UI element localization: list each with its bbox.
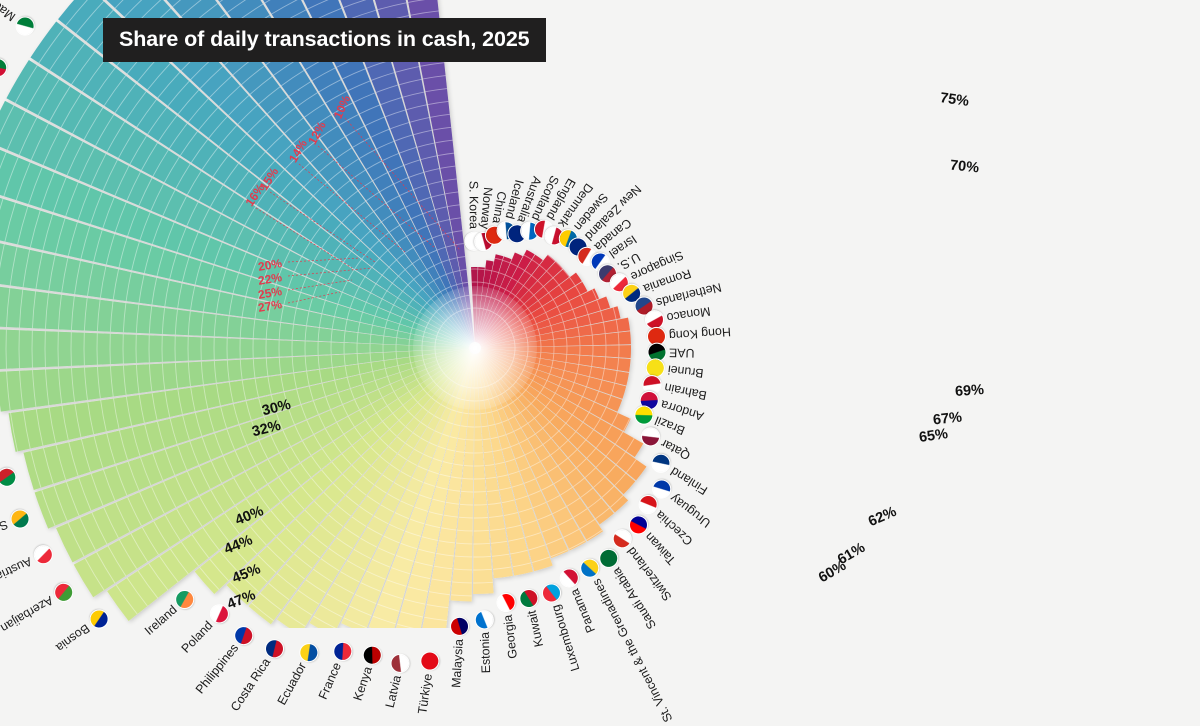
country-name: Costa Rica xyxy=(228,655,273,713)
country-label-latvia: Latvia xyxy=(381,653,410,710)
center-glow xyxy=(413,286,537,410)
wedge-rib xyxy=(409,351,410,356)
wedge-layer xyxy=(0,0,647,628)
country-label-estonia: Estonia xyxy=(475,611,494,674)
percent-callout: 69% xyxy=(954,382,984,400)
country-name: UAE xyxy=(669,346,695,361)
country-name: Kenya xyxy=(351,665,375,703)
wedge-rib xyxy=(566,338,567,346)
flag-icon-lv xyxy=(390,653,410,673)
flag-icon-my xyxy=(451,618,469,636)
flag-icon-fr xyxy=(331,641,353,663)
country-label-kenya: Kenya xyxy=(349,645,383,704)
country-label-t-rkiye: Türkiye xyxy=(414,652,440,715)
page-title: Share of daily transactions in cash, 202… xyxy=(103,18,546,62)
country-name: Latvia xyxy=(383,674,404,709)
wedge-rib xyxy=(579,337,580,346)
percent-callout: 67% xyxy=(932,410,963,429)
country-name: Hong Kong xyxy=(668,324,731,342)
country-name: Ecuador xyxy=(275,660,309,707)
percent-callout: 70% xyxy=(949,158,980,177)
country-name: France xyxy=(316,661,344,702)
wedge-rib xyxy=(396,338,397,345)
country-name: Estonia xyxy=(478,632,493,674)
wedge-rib xyxy=(474,530,489,531)
flag-icon-cr xyxy=(262,637,286,661)
country-name: Brunei xyxy=(667,363,704,381)
country-label-france: France xyxy=(314,641,353,702)
wedge-rib xyxy=(464,465,474,466)
flag-icon-ke xyxy=(362,645,384,667)
flag-icon-ec xyxy=(297,641,320,664)
country-name: Türkiye xyxy=(415,673,435,715)
flag-icon-hk xyxy=(647,327,665,345)
wedge-rib xyxy=(478,269,485,270)
flag-icon-ge xyxy=(497,593,516,612)
flag-icon-kw xyxy=(519,589,539,609)
country-label-malaysia: Malaysia xyxy=(448,618,469,689)
flag-icon-ee xyxy=(475,611,493,629)
radial-bar-chart xyxy=(0,0,1200,628)
flag-icon-tr xyxy=(420,652,439,671)
country-name: Philippines xyxy=(193,641,242,696)
country-name: Malaysia xyxy=(449,639,466,689)
